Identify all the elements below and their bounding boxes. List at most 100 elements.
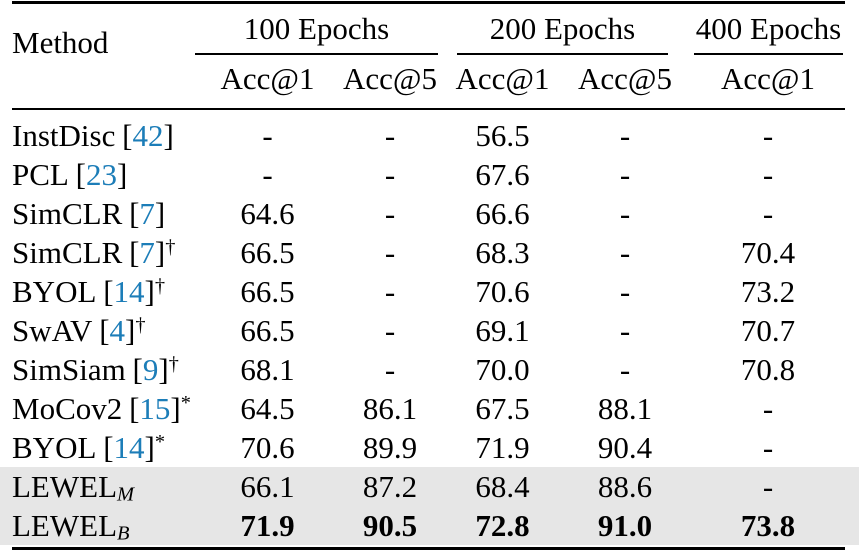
citation-link[interactable]: 7 (139, 196, 155, 232)
method-superscript: † (165, 235, 176, 258)
value-cell-100-acc5: - (384, 235, 396, 271)
value-cell-200-acc5: 91.0 (597, 507, 653, 543)
method-name: InstDisc (12, 118, 116, 154)
table-row: LEWELM 66.1 87.2 68.4 88.6 - (0, 467, 859, 507)
table-row: SimSiam [9]† 68.1 - 70.0 - 70.8 (0, 350, 859, 389)
method-subscript: M (117, 483, 135, 506)
value-cell-100-acc1: 70.6 (240, 429, 295, 465)
value-cell-200-acc1: 70.0 (475, 351, 530, 387)
value-cell-200-acc1: 70.6 (475, 274, 530, 310)
citation-bracket-close: ] (144, 429, 155, 465)
table-row: InstDisc [42] - - 56.5 - - (0, 117, 859, 156)
citation-bracket-open: [ (103, 274, 114, 310)
value-cell-200-acc1: 68.3 (475, 235, 530, 271)
citation-link[interactable]: 9 (142, 351, 159, 387)
value-cell-200-acc5: - (619, 157, 631, 193)
col-header-100-acc1: Acc@1 (220, 61, 315, 96)
method-cell: MoCov2 [15]* (12, 391, 195, 427)
value-cell-100-acc1: 66.5 (240, 312, 295, 348)
citation-link[interactable]: 23 (86, 157, 117, 193)
value-cell-400-acc1: - (762, 196, 774, 232)
value-cell-100-acc1: - (262, 157, 273, 193)
value-cell-400-acc1: - (762, 390, 774, 426)
method-name: BYOL (12, 429, 97, 465)
citation-link[interactable]: 42 (132, 118, 164, 154)
value-cell-100-acc5: - (384, 118, 396, 154)
citation: [7] (129, 235, 165, 270)
col-header-method: Method (12, 25, 109, 60)
method-name: PCL (12, 157, 69, 193)
citation-link[interactable]: 15 (139, 390, 171, 426)
table-row: BYOL [14]* 70.6 89.9 71.9 90.4 - (0, 428, 859, 467)
value-cell-200-acc1: 72.8 (475, 507, 530, 543)
value-cell-100-acc5: 87.2 (362, 468, 418, 504)
method-superscript: † (168, 352, 179, 375)
citation: [14] (103, 430, 155, 465)
method-superscript: † (135, 313, 146, 336)
method-superscript: † (154, 274, 166, 297)
value-cell-400-acc1: 70.7 (740, 312, 796, 348)
value-cell-100-acc5: 86.1 (362, 390, 418, 426)
citation-bracket-open: [ (122, 118, 133, 154)
table-row: SimCLR [7]† 66.5 - 68.3 - 70.4 (0, 234, 859, 273)
value-cell-400-acc1: 70.8 (740, 351, 796, 387)
value-cell-200-acc5: - (619, 312, 631, 348)
group-header-400-epochs: 400 Epochs (695, 11, 842, 46)
citation: [14] (103, 274, 155, 309)
method-name: LEWEL (12, 468, 118, 504)
citation-link[interactable]: 14 (113, 274, 145, 310)
col-header-200-acc1: Acc@1 (455, 61, 550, 96)
citation-bracket-close: ] (170, 390, 181, 426)
method-name: SwAV (12, 312, 93, 348)
citation-bracket-open: [ (75, 157, 86, 193)
value-cell-100-acc1: 64.5 (240, 390, 295, 426)
method-cell: PCL [23] (12, 157, 195, 193)
method-name: SimCLR (12, 196, 123, 232)
value-cell-400-acc1: - (762, 429, 774, 465)
value-cell-100-acc1: 68.1 (240, 351, 295, 387)
value-cell-100-acc5: - (384, 351, 396, 387)
group-header-200-epochs: 200 Epochs (489, 11, 636, 46)
value-cell-400-acc1: 70.4 (740, 235, 796, 271)
value-cell-100-acc1: 64.6 (240, 196, 295, 232)
citation-link[interactable]: 7 (139, 235, 155, 271)
method-name: BYOL (12, 274, 97, 310)
value-cell-200-acc5: - (619, 351, 631, 387)
citation-link[interactable]: 14 (113, 429, 145, 465)
method-cell: BYOL [14]* (12, 430, 195, 466)
method-subscript: B (117, 522, 130, 545)
col-header-200-acc5: Acc@5 (578, 61, 672, 96)
cmidrule-400-epochs (694, 53, 843, 55)
value-cell-200-acc5: - (619, 118, 631, 154)
method-name: SimCLR (12, 235, 123, 271)
citation-bracket-close: ] (154, 196, 166, 232)
citation-bracket-open: [ (103, 429, 114, 465)
value-cell-200-acc1: 66.6 (475, 196, 530, 232)
cmidrule-200-epochs (457, 53, 668, 55)
method-cell: SimSiam [9]† (12, 352, 195, 388)
value-cell-400-acc1: - (762, 468, 774, 504)
value-cell-200-acc1: 67.6 (475, 157, 530, 193)
value-cell-200-acc5: - (619, 196, 631, 232)
citation: [9] (133, 352, 169, 387)
citation-bracket-open: [ (99, 312, 110, 348)
value-cell-100-acc1: 66.1 (240, 468, 295, 504)
value-cell-200-acc5: - (619, 235, 631, 271)
citation: [15] (129, 391, 181, 426)
value-cell-200-acc1: 56.5 (475, 118, 530, 154)
method-cell: SimCLR [7] (12, 196, 195, 232)
citation-bracket-close: ] (158, 351, 169, 387)
method-superscript: * (180, 391, 191, 414)
citation-link[interactable]: 4 (109, 312, 126, 348)
method-name: SimSiam (12, 351, 126, 387)
value-cell-200-acc5: - (619, 274, 631, 310)
method-name: MoCov2 (12, 390, 123, 426)
table-row: PCL [23] - - 67.6 - - (0, 156, 859, 195)
value-cell-100-acc5: 89.9 (362, 429, 418, 465)
citation: [23] (76, 157, 128, 192)
value-cell-400-acc1: 73.8 (740, 507, 796, 543)
table-row: SwAV [4]† 66.5 - 69.1 - 70.7 (0, 312, 859, 351)
value-cell-400-acc1: 73.2 (740, 274, 796, 310)
value-cell-100-acc5: 90.5 (362, 507, 418, 543)
